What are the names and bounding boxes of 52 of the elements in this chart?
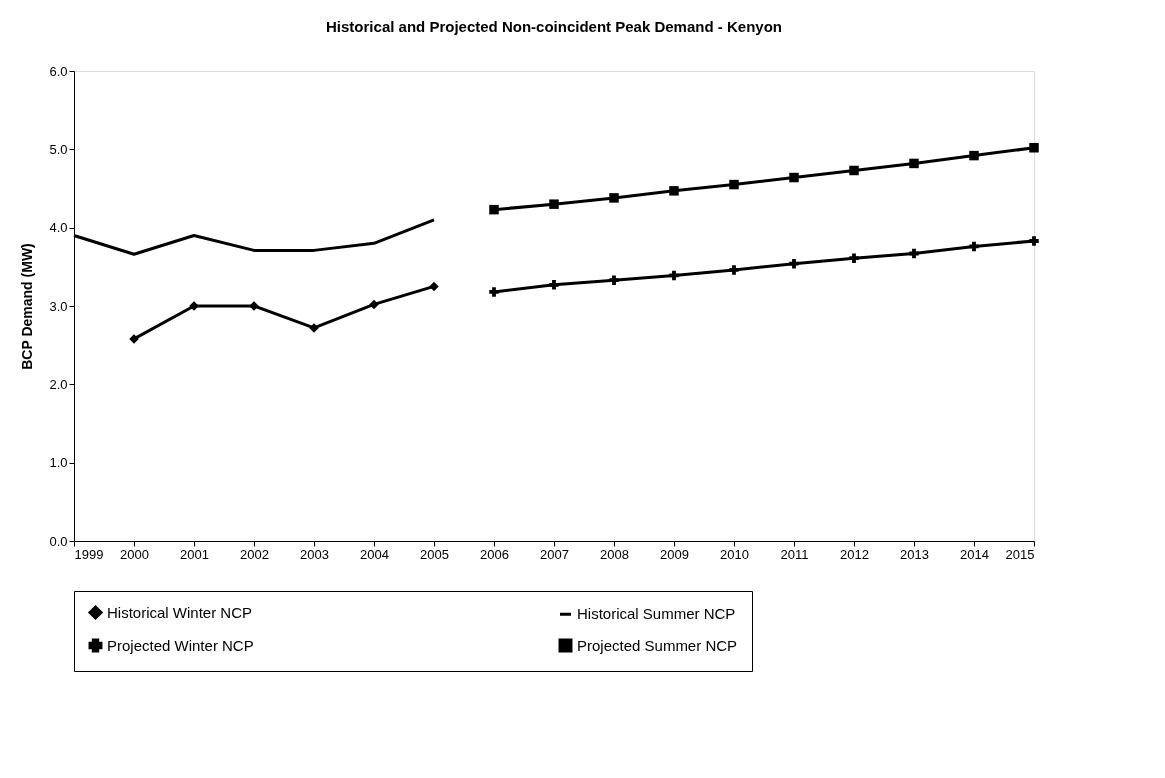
x-tick-label: 2003 xyxy=(300,546,329,562)
point xyxy=(729,179,739,190)
point xyxy=(849,253,859,263)
point xyxy=(909,248,919,259)
point xyxy=(849,165,859,176)
legend-label: Historical Summer NCP xyxy=(577,605,736,623)
x-tick-label: 2000 xyxy=(120,546,149,562)
point xyxy=(369,299,379,310)
x-tick-label: 2011 xyxy=(780,546,809,562)
x-tick-label: 2006 xyxy=(480,546,509,562)
legend-label: Historical Winter NCP xyxy=(107,603,253,621)
legend-label: Projected Summer NCP xyxy=(577,636,738,654)
y-tick-label: 2.0 xyxy=(49,376,68,392)
y-tick-label: 3.0 xyxy=(49,298,68,314)
x-tick-label: 2010 xyxy=(720,546,749,562)
y-tick-label: 0.0 xyxy=(49,533,68,549)
y-axis-title: BCP Demand (MW) xyxy=(19,243,36,370)
point xyxy=(729,265,739,275)
point xyxy=(969,241,979,252)
point xyxy=(789,258,799,269)
point xyxy=(489,204,499,215)
x-tick-label: 2001 xyxy=(180,546,209,562)
point xyxy=(549,280,559,290)
point xyxy=(669,186,679,196)
point xyxy=(609,275,619,285)
y-tick-label: 4.0 xyxy=(49,220,68,236)
point xyxy=(969,150,979,161)
point xyxy=(669,270,679,281)
point xyxy=(429,281,439,292)
point xyxy=(489,287,499,297)
x-tick-label: 2004 xyxy=(360,546,389,562)
point xyxy=(789,172,799,183)
x-tick-label: 2002 xyxy=(240,546,269,562)
x-tick-label: 2009 xyxy=(660,546,689,562)
point xyxy=(1029,236,1039,246)
point xyxy=(609,193,619,203)
point xyxy=(1029,143,1039,153)
x-tick-label: 2007 xyxy=(540,546,569,562)
x-tick-label: 2008 xyxy=(600,546,629,562)
x-tick-label: 1999 xyxy=(74,546,104,562)
point xyxy=(549,199,559,209)
chart-title: Historical and Projected Non-coincident Peak Demand - Kenyon xyxy=(326,18,782,35)
y-tick-label: 1.0 xyxy=(49,455,68,471)
x-tick-label: 2012 xyxy=(840,546,869,562)
legend-label: Projected Winter NCP xyxy=(107,636,254,654)
point xyxy=(909,158,919,169)
x-tick-label: 2013 xyxy=(900,546,929,562)
y-tick-label: 5.0 xyxy=(49,141,68,157)
y-tick-label: 6.0 xyxy=(49,63,68,79)
x-tick-label: 2005 xyxy=(420,546,449,562)
x-tick-label: 2014 xyxy=(960,546,989,562)
x-tick-label: 2015 xyxy=(1005,546,1035,562)
